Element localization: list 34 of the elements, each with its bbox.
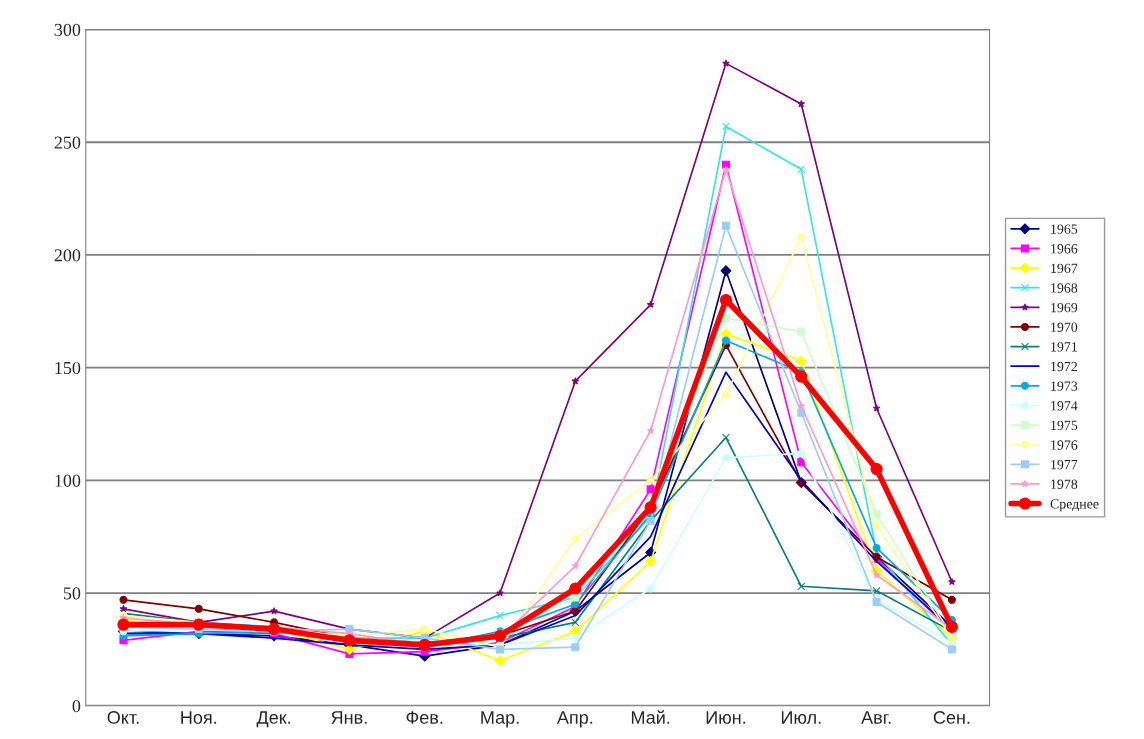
legend-label: 1977 xyxy=(1051,459,1078,470)
legend-label: 1971 xyxy=(1051,342,1077,352)
legend-label: 1972 xyxy=(1051,361,1077,372)
x-tick-label: Май. xyxy=(631,710,670,724)
y-tick-label: 250 xyxy=(54,136,81,149)
legend-label: 1966 xyxy=(1051,244,1078,254)
x-tick-label: Дек. xyxy=(256,711,291,728)
legend-label: 1965 xyxy=(1051,224,1078,234)
y-tick-label: 200 xyxy=(54,249,81,262)
x-tick-label: Июл. xyxy=(781,711,821,724)
legend-label: 1969 xyxy=(1051,302,1078,313)
y-tick-label: 100 xyxy=(55,474,81,487)
x-tick-label: Янв. xyxy=(331,711,367,724)
legend-label: 1968 xyxy=(1051,283,1078,293)
y-tick-label: 0 xyxy=(72,700,81,713)
legend-label: 1976 xyxy=(1051,440,1078,450)
legend-label: 1975 xyxy=(1051,420,1078,431)
x-tick-label: Ноя. xyxy=(181,711,217,724)
y-tick-label: 50 xyxy=(63,587,81,600)
legend-label: 1970 xyxy=(1051,322,1078,332)
legend-label: 1967 xyxy=(1051,263,1078,274)
x-tick-label: Окт. xyxy=(107,711,139,724)
y-tick-label: 150 xyxy=(55,361,81,375)
legend-label: Среднее xyxy=(1050,499,1099,512)
x-tick-label: Июн. xyxy=(706,711,746,724)
legend-label: 1974 xyxy=(1051,401,1078,411)
y-tick-label: 300 xyxy=(54,23,81,36)
x-tick-label: Мар. xyxy=(481,711,519,728)
x-tick-label: Сен. xyxy=(933,711,970,724)
x-tick-label: Авг. xyxy=(861,711,891,724)
legend-label: 1978 xyxy=(1051,479,1078,489)
x-tick-label: Апр. xyxy=(556,711,593,728)
x-tick-label: Фев. xyxy=(406,711,443,724)
legend-label: 1973 xyxy=(1051,381,1078,391)
